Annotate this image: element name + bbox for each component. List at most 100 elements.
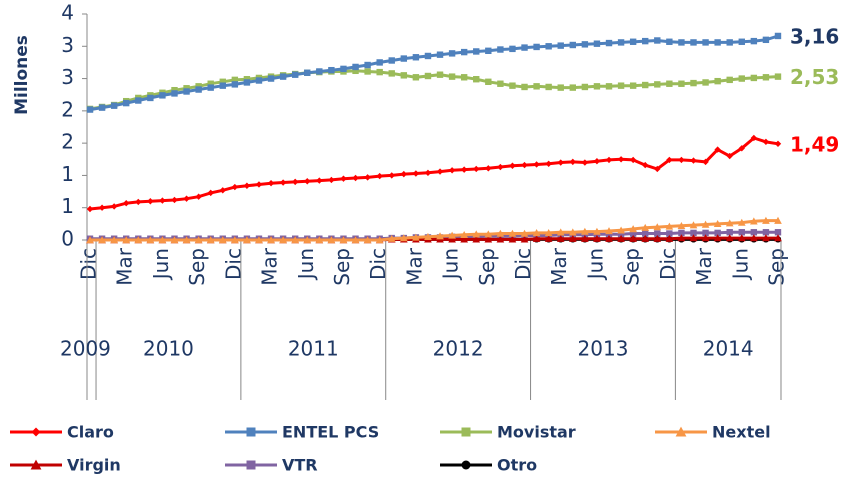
point bbox=[387, 234, 396, 242]
point bbox=[412, 54, 420, 61]
legend-label: Nextel bbox=[712, 423, 771, 442]
point bbox=[497, 163, 504, 171]
point bbox=[726, 39, 733, 46]
point bbox=[714, 39, 721, 46]
series-line bbox=[89, 69, 779, 111]
point bbox=[304, 178, 311, 185]
point bbox=[279, 236, 287, 244]
point bbox=[532, 234, 541, 242]
point bbox=[520, 229, 529, 237]
x-tick-label: Dic bbox=[77, 248, 101, 280]
point bbox=[352, 174, 359, 182]
point bbox=[448, 50, 456, 57]
point bbox=[460, 230, 469, 239]
x-tick-label: Sep bbox=[185, 248, 209, 286]
point bbox=[642, 81, 649, 89]
point bbox=[641, 223, 650, 231]
point bbox=[135, 97, 142, 104]
point bbox=[400, 170, 408, 178]
point bbox=[508, 235, 517, 243]
point bbox=[316, 177, 323, 184]
y-tick-label: 1 bbox=[61, 194, 74, 218]
point bbox=[774, 234, 782, 242]
data-label: 2,53 bbox=[790, 65, 839, 89]
point bbox=[376, 172, 383, 180]
point bbox=[678, 80, 685, 87]
point bbox=[399, 234, 408, 242]
point bbox=[243, 236, 251, 244]
point bbox=[533, 83, 540, 90]
point bbox=[484, 230, 493, 238]
point bbox=[677, 221, 686, 229]
x-tick-label: Sep bbox=[620, 248, 644, 286]
point bbox=[678, 229, 685, 237]
point bbox=[581, 83, 589, 91]
point bbox=[460, 166, 468, 173]
legend-label: Otro bbox=[497, 456, 537, 475]
point bbox=[219, 187, 226, 194]
point bbox=[303, 236, 312, 244]
point bbox=[617, 230, 625, 238]
point bbox=[485, 78, 492, 85]
point bbox=[750, 37, 758, 45]
point bbox=[532, 229, 541, 237]
point bbox=[701, 234, 710, 242]
point bbox=[556, 234, 565, 242]
point bbox=[231, 76, 239, 84]
point bbox=[219, 78, 226, 85]
point bbox=[31, 427, 41, 437]
point bbox=[473, 76, 480, 83]
point bbox=[448, 73, 456, 80]
point bbox=[774, 140, 782, 147]
point bbox=[134, 236, 143, 244]
point bbox=[545, 160, 552, 168]
point bbox=[460, 74, 468, 81]
point bbox=[750, 217, 758, 225]
point bbox=[484, 235, 493, 243]
point bbox=[328, 66, 335, 74]
point bbox=[246, 427, 256, 437]
point bbox=[714, 229, 721, 237]
point bbox=[376, 59, 383, 66]
point bbox=[642, 230, 649, 237]
point bbox=[472, 235, 481, 243]
point bbox=[327, 236, 336, 244]
x-tick-label: Jun bbox=[294, 248, 318, 281]
point bbox=[738, 38, 745, 45]
point bbox=[544, 234, 553, 242]
point bbox=[123, 99, 130, 107]
point bbox=[171, 196, 178, 204]
point bbox=[183, 88, 190, 95]
point bbox=[436, 168, 444, 175]
point bbox=[750, 229, 758, 236]
point bbox=[267, 75, 275, 82]
point bbox=[291, 71, 299, 78]
point bbox=[460, 235, 469, 243]
legend-label: VTR bbox=[282, 456, 318, 475]
point bbox=[86, 205, 94, 213]
point bbox=[123, 199, 130, 207]
point bbox=[666, 156, 673, 164]
point bbox=[702, 79, 709, 86]
point bbox=[701, 220, 710, 228]
point bbox=[544, 229, 553, 237]
x-tick-label: Sep bbox=[330, 248, 354, 286]
point bbox=[159, 197, 166, 204]
point bbox=[665, 234, 674, 242]
point bbox=[171, 90, 178, 97]
year-label: 2010 bbox=[143, 337, 194, 361]
x-tick-label: Dic bbox=[656, 248, 680, 280]
point bbox=[412, 170, 420, 177]
point bbox=[593, 227, 601, 235]
point bbox=[556, 228, 565, 236]
point bbox=[509, 45, 516, 53]
y-tick-label: 1 bbox=[61, 162, 74, 186]
point bbox=[291, 236, 300, 244]
point bbox=[702, 39, 709, 46]
point bbox=[714, 77, 721, 85]
point bbox=[339, 236, 348, 244]
point bbox=[654, 165, 661, 173]
year-label: 2014 bbox=[703, 337, 754, 361]
point bbox=[147, 94, 154, 102]
point bbox=[737, 234, 746, 242]
